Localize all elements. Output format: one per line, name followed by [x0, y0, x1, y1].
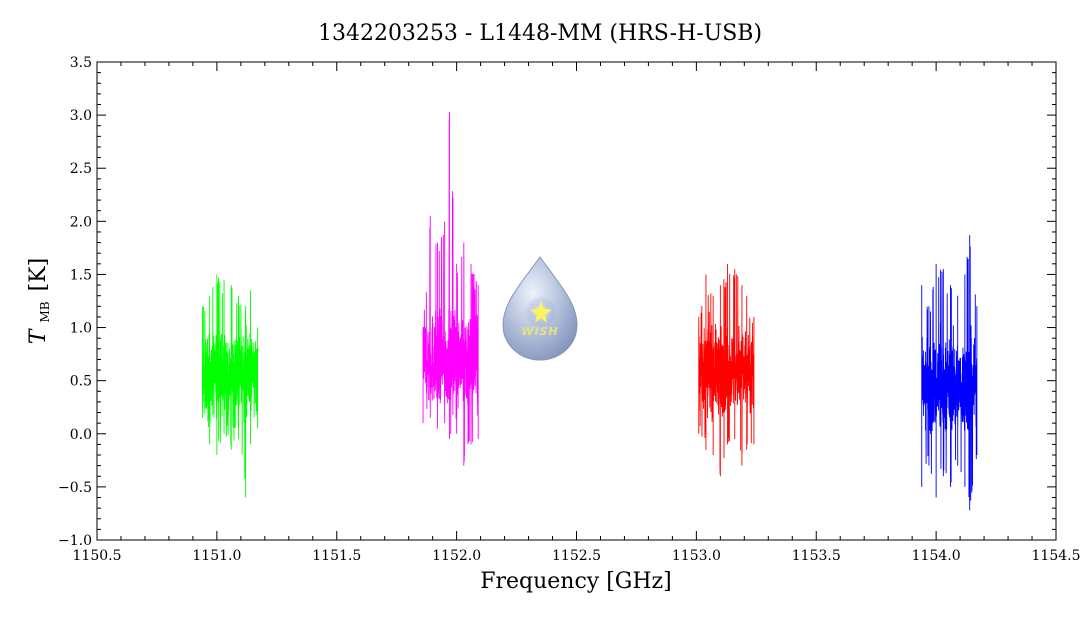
logo-text: WISH	[521, 325, 558, 338]
spectrum-series	[422, 111, 479, 466]
series-group	[202, 111, 978, 511]
y-tick-label: 1.0	[70, 321, 92, 337]
plot-area: 1150.5 1151.0 1151.5 1152.0 1152.5 1153.0 1153…	[58, 55, 1080, 564]
y-axis-label: T MB [K]	[26, 258, 53, 344]
spectrum-series	[202, 274, 259, 498]
x-tick-label: 1150.5	[73, 548, 122, 564]
y-axis-label-main: T	[26, 327, 51, 344]
x-axis: 1150.5 1151.0 1151.5 1152.0 1152.5 1153.0 1153…	[73, 62, 1080, 564]
spectrum-line	[921, 235, 978, 511]
spectrum-series	[698, 263, 755, 477]
x-tick-label: 1153.5	[792, 548, 841, 564]
y-axis-label-sub: MB	[38, 301, 52, 322]
x-tick-label: 1154.0	[912, 548, 961, 564]
x-tick-label: 1152.5	[552, 548, 601, 564]
spectrum-line	[698, 263, 755, 477]
y-tick-label: −0.5	[58, 480, 92, 496]
y-tick-label: 1.5	[70, 267, 92, 283]
y-tick-label: −1.0	[58, 533, 92, 549]
svg-text:T MB [K]: T MB [K]	[26, 258, 53, 344]
y-axis: −1.0 −0.5 0.0 0.5 1.0 1.5 2.0 2.5 3.0 3.5	[58, 55, 1056, 549]
spectrum-line	[422, 111, 479, 466]
spectrum-series	[921, 235, 978, 511]
x-tick-label: 1151.0	[192, 548, 241, 564]
plot-frame	[96, 61, 1057, 541]
y-tick-label: 0.0	[70, 427, 92, 443]
x-tick-label: 1151.5	[312, 548, 361, 564]
y-axis-label-unit: [K]	[26, 258, 51, 292]
y-tick-label: 3.0	[70, 108, 92, 124]
x-tick-label: 1154.5	[1032, 548, 1080, 564]
y-tick-label: 2.0	[70, 214, 92, 230]
y-tick-label: 0.5	[70, 374, 92, 390]
x-tick-label: 1153.0	[672, 548, 721, 564]
chart-title: 1342203253 - L1448-MM (HRS-H-USB)	[318, 21, 762, 46]
y-tick-label: 2.5	[70, 161, 92, 177]
wish-logo: WISH	[502, 256, 578, 361]
x-axis-label: Frequency [GHz]	[480, 569, 672, 594]
y-tick-label: 3.5	[70, 55, 92, 71]
x-tick-label: 1152.0	[432, 548, 481, 564]
star-icon	[530, 300, 552, 323]
spectrum-line	[202, 274, 259, 498]
